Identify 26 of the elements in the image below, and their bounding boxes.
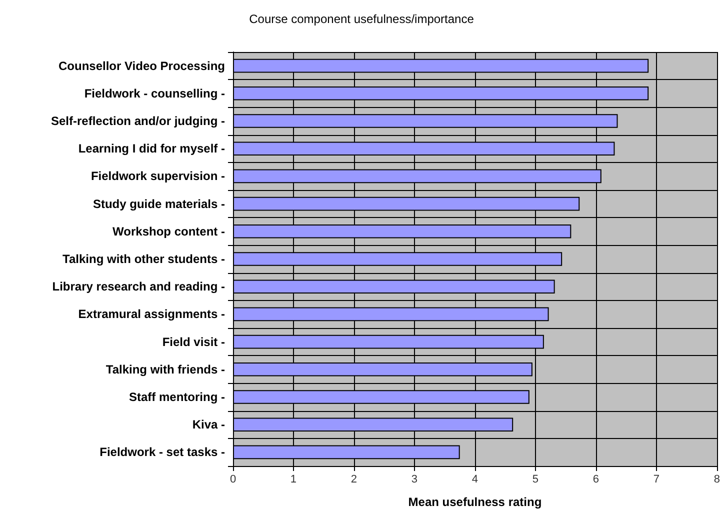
y-tick-label: Talking with other students -	[62, 252, 225, 266]
y-tick-label: Talking with friends -	[106, 362, 225, 376]
y-tick-label: Study guide materials -	[92, 196, 225, 211]
x-tick-label: 3	[411, 474, 418, 486]
x-tick-label: 6	[592, 474, 600, 486]
y-tick-label: Fieldwork - set tasks -	[100, 445, 225, 460]
chart-title: Course component usefulness/importance	[249, 12, 474, 26]
x-tick-label: 7	[653, 474, 660, 486]
y-tick-label: Fieldwork - counselling -	[84, 86, 225, 100]
x-tick-label: 5	[532, 474, 539, 486]
x-tick-label: 8	[714, 474, 720, 486]
y-tick-label: Self-reflection and/or judging -	[51, 114, 226, 128]
y-tick-label: Staff mentoring -	[129, 390, 225, 404]
x-tick-label: 0	[230, 474, 236, 486]
y-tick-label: Kiva -	[192, 418, 225, 432]
y-tick-label: Workshop content -	[112, 224, 225, 238]
y-tick-label: Extramural assignments -	[78, 307, 226, 322]
y-tick-label: Counsellor Video Processing	[58, 58, 225, 73]
y-tick-label: Library research and reading -	[52, 280, 225, 294]
y-tick-label: Learning I did for myself -	[78, 142, 225, 156]
y-tick-label: Fieldwork supervision -	[90, 169, 225, 184]
x-tick-label: 2	[350, 474, 358, 486]
x-axis-title: Mean usefulness rating	[408, 495, 542, 509]
y-tick-label: Field visit -	[162, 334, 225, 349]
x-tick-label: 1	[290, 474, 297, 486]
x-tick-label: 4	[472, 474, 478, 486]
